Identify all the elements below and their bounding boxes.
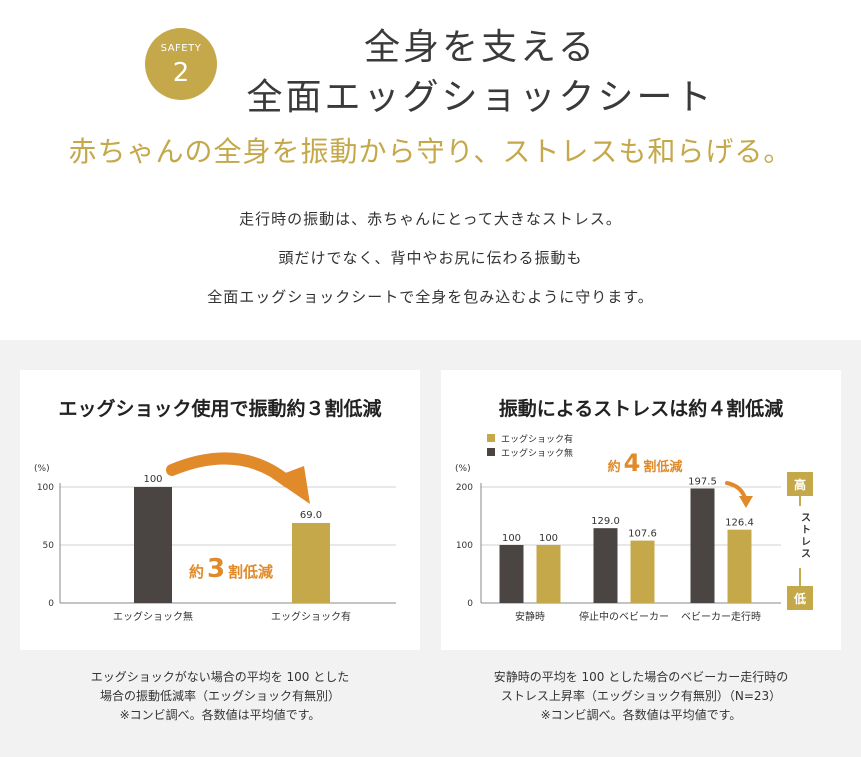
stress-scale-label: ストレス: [799, 512, 811, 560]
x-tick-label: エッグショック無: [113, 610, 193, 623]
note-line: 安静時の平均を 100 とした場合のベビーカー走行時の: [493, 670, 789, 684]
stress-low-label: 低: [793, 591, 806, 606]
legend-label: エッグショック無: [501, 447, 573, 459]
reduction-annotation: 約 3 割低減: [189, 554, 273, 584]
bar-value-label: 100: [143, 474, 162, 485]
y-tick-label: 100: [456, 541, 473, 551]
safety-badge-number: 2: [172, 58, 190, 88]
chart-title-vibration: エッグショック使用で振動約３割低減: [58, 398, 382, 420]
bar: [593, 528, 618, 603]
y-tick-label: 100: [37, 483, 54, 493]
note-line: 場合の振動低減率（エッグショック有無別）: [99, 689, 340, 703]
y-axis-label: (%): [34, 464, 50, 474]
page-title-line2: 全面エッグショックシート: [246, 77, 715, 118]
bar-value-label: 197.5: [688, 476, 717, 487]
safety-badge-label: SAFETY: [160, 43, 202, 54]
y-axis-label: (%): [455, 464, 471, 474]
bar-value-label: 69.0: [300, 510, 322, 521]
y-tick-label: 0: [48, 599, 54, 609]
bar-value-label: 100: [502, 533, 521, 544]
bar-value-label: 100: [539, 533, 558, 544]
stress-high-box: [787, 472, 813, 496]
lead-line-3: 全面エッグショックシートで全身を包み込むように守ります。: [207, 288, 654, 306]
note-line: ※コンビ調べ。各数値は平均値です。: [119, 708, 321, 722]
note-line: ストレス上昇率（エッグショック有無別）（N=23）: [500, 689, 782, 703]
bar: [727, 529, 752, 603]
chart-note-stress: 安静時の平均を 100 とした場合のベビーカー走行時の ストレス上昇率（エッグシ…: [441, 668, 841, 725]
reduction-arrow: [166, 452, 294, 488]
bar: [292, 522, 330, 603]
note-line: ※コンビ調べ。各数値は平均値です。: [540, 708, 742, 722]
y-tick-label: 50: [43, 541, 55, 551]
lead-line-2: 頭だけでなく、背中やお尻に伝わる振動も: [278, 249, 583, 267]
x-tick-label: 停止中のベビーカー: [579, 610, 669, 623]
reduction-arrow: [725, 481, 747, 500]
bar-value-label: 129.0: [591, 516, 620, 527]
page-subtitle: 赤ちゃんの全身を振動から守り、ストレスも和らげる。: [68, 135, 793, 168]
bar: [499, 545, 524, 603]
reduction-arrow-head: [739, 496, 753, 508]
chart-panel-vibration: エッグショック使用で振動約３割低減 (%) 0 50 100 100 エッグショック無 69…: [20, 370, 420, 650]
lead-line-1: 走行時の振動は、赤ちゃんにとって大きなストレス。: [239, 210, 622, 228]
chart-vibration-reduction: (%) 0 50 100 100 エッグショック無 69.0 エッグショック有 約 3 割低減: [34, 452, 396, 623]
reduction-annotation: 約 4 割低減: [608, 449, 683, 477]
stress-high-label: 高: [794, 477, 806, 492]
note-line: エッグショックがない場合の平均を 100 とした: [90, 670, 350, 684]
y-tick-label: 0: [467, 599, 473, 609]
bar-value-label: 126.4: [725, 518, 754, 529]
chart-title-stress: 振動によるストレスは約４割低減: [498, 398, 784, 420]
bar: [536, 545, 561, 603]
x-tick-label: 安静時: [515, 610, 545, 623]
legend-swatch: [487, 448, 495, 456]
x-tick-label: ベビーカー走行時: [681, 610, 761, 623]
legend-label: エッグショック有: [501, 433, 573, 445]
bar: [690, 488, 715, 603]
x-tick-label: エッグショック有: [271, 610, 351, 623]
reduction-arrow-head: [272, 466, 310, 504]
bar: [134, 487, 172, 603]
chart-panel-stress: 振動によるストレスは約４割低減 エッグショック有 エッグショック無 (%) 0 100 2…: [441, 370, 841, 650]
bar-value-label: 107.6: [628, 529, 657, 540]
stress-low-box: [787, 586, 813, 610]
chart-note-vibration: エッグショックがない場合の平均を 100 とした 場合の振動低減率（エッグショッ…: [20, 668, 420, 725]
safety-badge: SAFETY 2: [145, 28, 217, 100]
bar: [630, 540, 655, 603]
legend-swatch: [487, 434, 495, 442]
y-tick-label: 200: [456, 483, 473, 493]
page-title-line1: 全身を支える: [364, 27, 597, 68]
